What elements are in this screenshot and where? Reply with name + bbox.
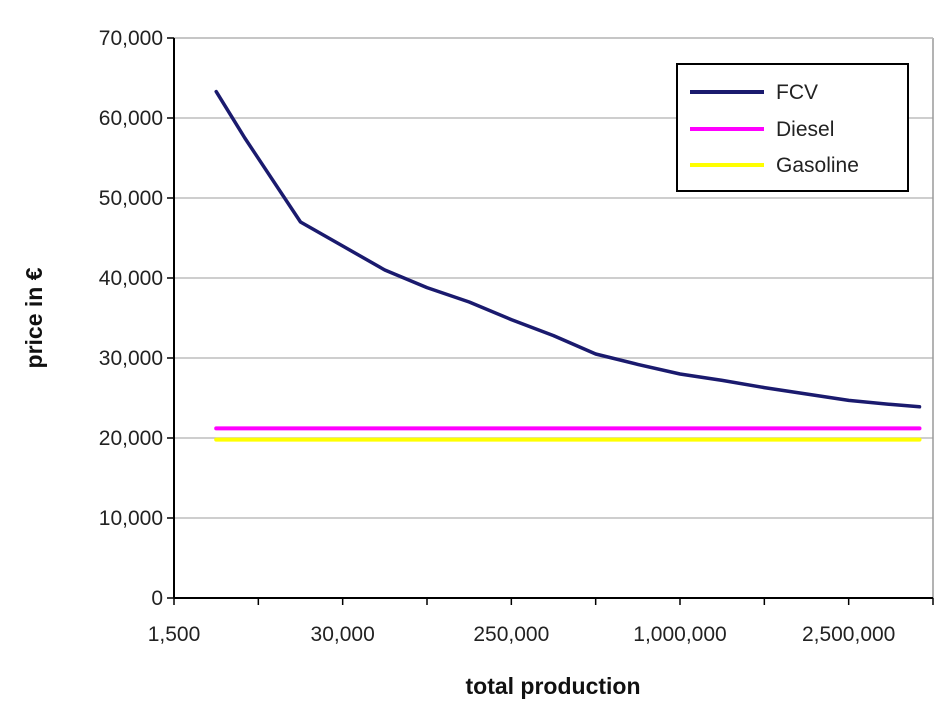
legend-label-diesel: Diesel <box>776 118 834 141</box>
x-tick-label: 1,000,000 <box>633 623 726 646</box>
series-layer <box>214 89 922 442</box>
x-tick-label: 1,500 <box>148 623 201 646</box>
x-tick-label: 250,000 <box>473 623 549 646</box>
legend: FCV Diesel Gasoline <box>676 63 909 192</box>
series-line-fcv <box>214 89 922 409</box>
y-tick-label: 30,000 <box>99 347 163 370</box>
y-tick-label: 60,000 <box>99 107 163 130</box>
y-tick-label: 40,000 <box>99 267 163 290</box>
y-tick-label: 0 <box>151 587 163 610</box>
y-tick-label: 10,000 <box>99 507 163 530</box>
x-tick-label: 30,000 <box>311 623 375 646</box>
legend-label-gasoline: Gasoline <box>776 154 859 177</box>
y-tick-label: 50,000 <box>99 187 163 210</box>
x-tick-label: 2,500,000 <box>802 623 895 646</box>
axes-layer: 0 10,000 20,000 30,000 40,000 50,000 60,000 70,… <box>99 27 934 646</box>
y-tick-label: 20,000 <box>99 427 163 450</box>
y-axis-title: price in € <box>21 267 47 368</box>
x-axis-title: total production <box>465 673 640 699</box>
y-tick-label: 70,000 <box>99 27 163 50</box>
legend-label-fcv: FCV <box>776 81 818 104</box>
